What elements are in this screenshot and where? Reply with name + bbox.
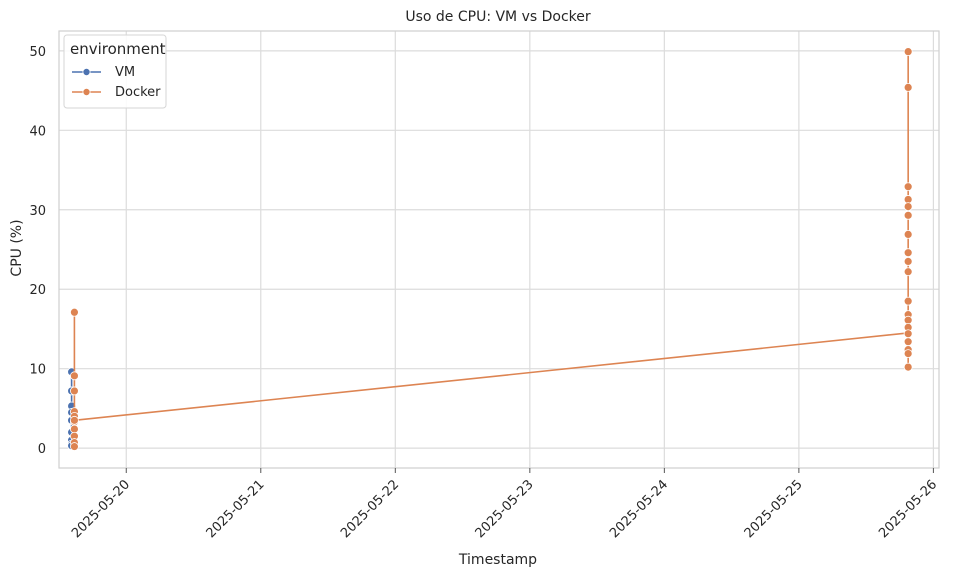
data-point xyxy=(70,415,79,425)
data-point xyxy=(903,267,913,277)
y-tick-label: 10 xyxy=(29,363,46,378)
legend-vm-swatch-marker xyxy=(82,68,91,77)
legend-docker-label: Docker xyxy=(115,85,161,100)
legend-vm-label: VM xyxy=(115,65,135,80)
x-tick-label: 2025-05-26 xyxy=(876,477,940,541)
x-tick-label: 2025-05-22 xyxy=(338,477,402,541)
data-point xyxy=(903,210,913,220)
x-axis-label: Timestamp xyxy=(458,552,537,568)
x-tick-label: 2025-05-24 xyxy=(607,477,671,541)
chart-title: Uso de CPU: VM vs Docker xyxy=(405,9,591,25)
data-point xyxy=(903,349,913,358)
y-tick-label: 40 xyxy=(29,124,46,139)
x-ticks: 2025-05-20 2025-05-21 2025-05-22 2025-05-23… xyxy=(69,468,940,541)
data-point xyxy=(903,337,913,347)
x-tick-label: 2025-05-23 xyxy=(473,477,537,541)
plot-frame xyxy=(58,30,940,469)
legend-docker-swatch-marker xyxy=(82,88,91,97)
data-point xyxy=(903,202,913,211)
data-point xyxy=(903,362,913,372)
y-tick-label: 30 xyxy=(29,204,46,219)
series-layer xyxy=(67,47,913,451)
data-point xyxy=(70,386,79,396)
series-docker xyxy=(70,47,913,451)
legend-title: environment xyxy=(70,40,166,58)
grid xyxy=(59,31,939,468)
x-tick-label: 2025-05-20 xyxy=(69,477,133,541)
data-point xyxy=(70,442,79,451)
y-ticks: 0 10 20 30 40 50 xyxy=(29,45,46,457)
data-point xyxy=(903,329,913,339)
data-point xyxy=(903,296,913,306)
data-point xyxy=(903,257,913,266)
data-point xyxy=(70,371,79,381)
data-point xyxy=(70,307,79,317)
y-axis-label: CPU (%) xyxy=(9,219,25,276)
data-point xyxy=(903,229,913,239)
data-point xyxy=(903,182,913,192)
y-tick-label: 20 xyxy=(29,283,46,298)
series-line-docker xyxy=(73,50,909,448)
x-tick-label: 2025-05-21 xyxy=(204,477,268,541)
legend: environment VM Docker xyxy=(63,34,167,109)
y-tick-label: 50 xyxy=(29,45,46,60)
x-tick-label: 2025-05-25 xyxy=(742,477,806,541)
data-point xyxy=(903,83,913,92)
data-point xyxy=(903,47,913,57)
y-tick-label: 0 xyxy=(38,442,46,457)
data-point xyxy=(903,248,913,258)
